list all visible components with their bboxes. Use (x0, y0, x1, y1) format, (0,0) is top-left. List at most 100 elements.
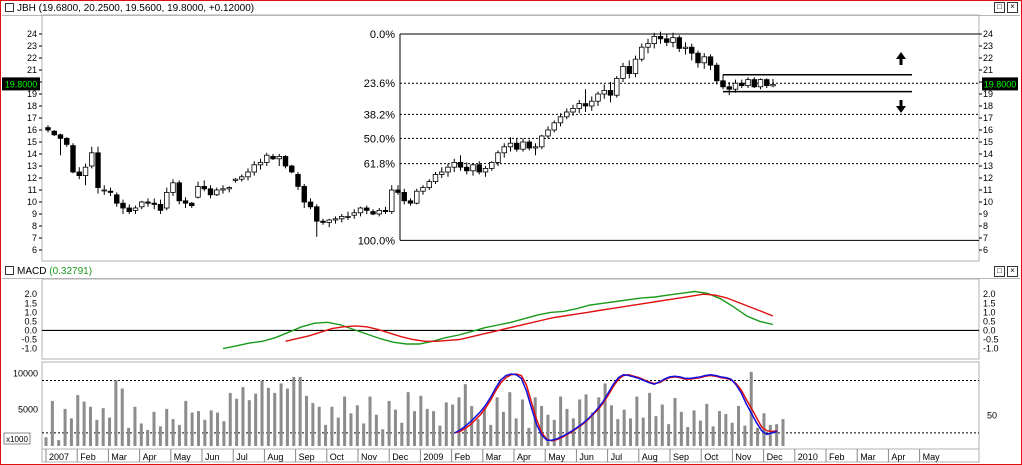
volume-bar (178, 425, 181, 446)
volume-bar (769, 425, 772, 446)
time-axis-label: Feb (455, 452, 471, 462)
volume-bar (51, 401, 54, 446)
price-axis-tick-right: 11 (983, 185, 992, 195)
candle-body (733, 83, 738, 89)
candle-body (689, 47, 694, 53)
volume-bar (693, 410, 696, 446)
price-axis-tick-right: 23 (983, 41, 993, 51)
price-axis-tick-right: 8 (983, 221, 988, 231)
volume-bar (419, 396, 422, 446)
fib-level-label: 0.0% (370, 29, 395, 41)
candle-body (89, 153, 94, 166)
price-axis-tick-right: 9 (983, 209, 988, 219)
volume-bar (489, 425, 492, 446)
candle-body (283, 156, 288, 166)
candle-body (133, 208, 138, 210)
candle-body (77, 172, 82, 176)
volume-bar (280, 383, 283, 446)
volume-bar (153, 412, 156, 446)
candle-body (627, 66, 632, 73)
candle-body (264, 155, 269, 162)
volume-bar (616, 419, 619, 446)
candle-body (552, 123, 557, 130)
price-axis-tick-right: 15 (983, 137, 993, 147)
candle-body (452, 162, 457, 167)
candle-body (258, 162, 263, 164)
candle-body (533, 147, 538, 148)
candle-body (189, 203, 194, 205)
price-axis-tick-left: 22 (27, 53, 37, 63)
volume-bar (64, 409, 67, 446)
volume-bar (102, 408, 105, 446)
macd-axis-tick-right: -0.5 (983, 335, 999, 345)
volume-bar (362, 423, 365, 446)
volume-bar (394, 410, 397, 446)
price-axis-tick-left: 23 (27, 41, 37, 51)
candle-body (571, 108, 576, 112)
volume-bar (241, 387, 244, 446)
volume-bar (457, 397, 460, 446)
time-axis-label: Dec (767, 452, 784, 462)
price-axis-tick-right: 6 (983, 245, 988, 255)
volume-bar (775, 424, 778, 446)
volume-bar (667, 424, 670, 446)
volume-bar (197, 411, 200, 446)
candle-body (121, 203, 126, 208)
volume-bar (369, 397, 372, 446)
price-axis-tick-right: 12 (983, 173, 993, 183)
candle-body (589, 101, 594, 106)
volume-bar (254, 394, 257, 446)
volume-bar (648, 393, 651, 446)
volume-bar (673, 398, 676, 446)
candle-body (564, 112, 569, 117)
volume-bar (203, 420, 206, 446)
price-axis-tick-left: 18 (27, 101, 37, 111)
breakout-down-arrow (896, 100, 906, 113)
time-axis-label: Dec (392, 452, 409, 462)
candle-body (583, 104, 588, 106)
candle-body (652, 36, 657, 43)
breakout-up-arrow (896, 52, 906, 65)
time-axis-label: Apr (891, 452, 905, 462)
volume-bar (146, 430, 149, 446)
volume-bar (343, 397, 346, 446)
price-axis-tick-right: 24 (983, 29, 993, 39)
candle-body (46, 128, 51, 130)
volume-bar (407, 392, 410, 446)
volume-bar (540, 406, 543, 446)
price-axis-tick-left: 16 (27, 125, 37, 135)
candle-body (433, 174, 438, 181)
time-axis-label: May (923, 452, 941, 462)
candle-body (464, 167, 469, 171)
candle-body (746, 80, 751, 86)
volume-bar (578, 399, 581, 446)
volume-bar (248, 400, 251, 446)
volume-bar (76, 395, 79, 446)
macd-axis-tick-right: 1.5 (983, 298, 996, 308)
candle-body (771, 84, 776, 85)
price-axis-tick-right: 7 (983, 233, 988, 243)
candle-body (377, 210, 382, 214)
candle-body (677, 38, 682, 49)
volume-bar (718, 411, 721, 446)
candle-body (302, 186, 307, 202)
volume-bar (680, 412, 683, 446)
volume-bar (229, 393, 232, 446)
candle-body (364, 208, 369, 210)
fib-level-label: 38.2% (364, 109, 395, 121)
macd-axis-tick-right: 1.0 (983, 307, 996, 317)
candle-body (352, 213, 357, 215)
candle-body (358, 208, 363, 213)
macd-axis-tick-right: 2.0 (983, 289, 996, 299)
candle-body (139, 202, 144, 207)
volume-bar (57, 440, 60, 446)
price-axis-tick-left: 7 (32, 233, 37, 243)
volume-bar (743, 426, 746, 446)
candle-body (102, 190, 107, 191)
candle-body (502, 147, 507, 153)
time-axis-label: 2007 (49, 452, 69, 462)
volume-bar (654, 416, 657, 446)
volume-bar (375, 415, 378, 446)
volume-bar (127, 428, 130, 446)
candle-body (702, 57, 707, 63)
